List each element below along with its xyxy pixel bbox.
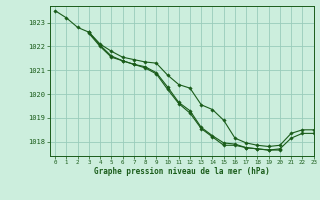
X-axis label: Graphe pression niveau de la mer (hPa): Graphe pression niveau de la mer (hPa)	[94, 167, 269, 176]
